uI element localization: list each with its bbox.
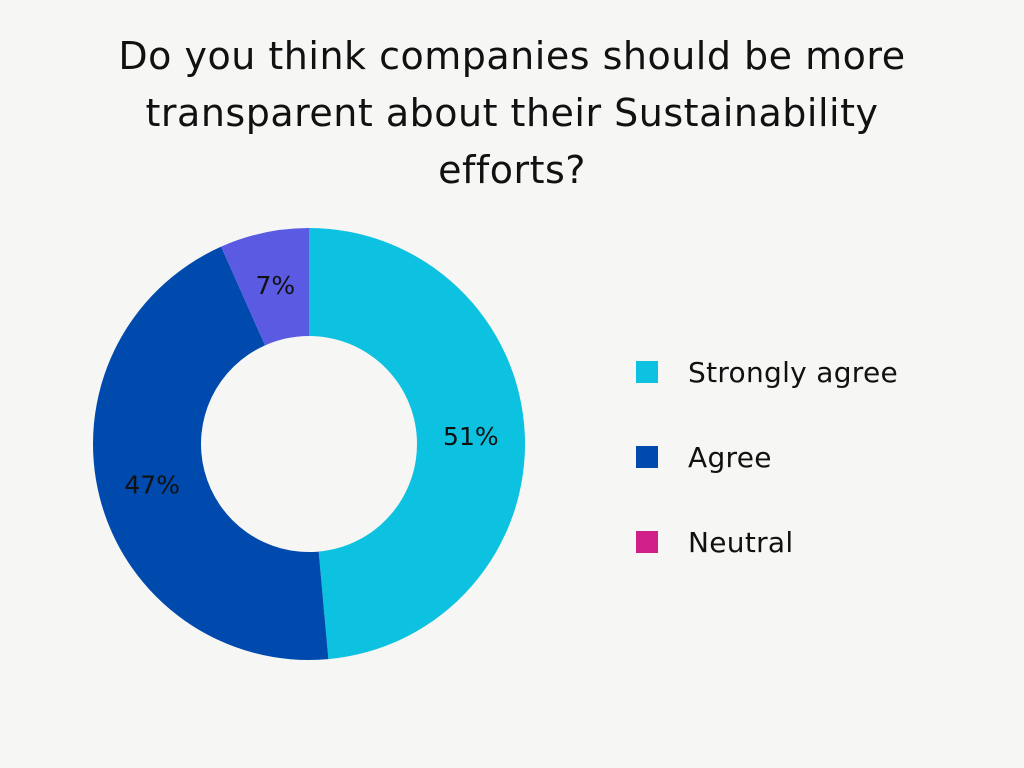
slice-label-strongly-agree: 51% [443, 422, 499, 451]
chart-title: Do you think companies should be more tr… [0, 28, 1024, 199]
legend-item-neutral: Neutral [636, 520, 898, 564]
legend-swatch [636, 531, 658, 553]
chart-title-line: Do you think companies should be more [118, 34, 906, 78]
slice-label-agree: 47% [124, 470, 180, 499]
chart-legend: Strongly agree Agree Neutral [636, 350, 898, 605]
donut-slice-neutral [221, 228, 309, 346]
donut-slice-strongly-agree [309, 228, 526, 660]
legend-item-strongly-agree: Strongly agree [636, 350, 898, 394]
slice-label-neutral: 7% [255, 271, 295, 300]
donut-slices [92, 228, 526, 660]
legend-label: Agree [688, 440, 772, 474]
donut-slice-agree [92, 246, 329, 660]
chart-title-line: transparent about their Sustainability [145, 91, 879, 135]
legend-label: Neutral [688, 525, 794, 559]
donut-labels: 51% 47% 7% [124, 271, 498, 499]
legend-swatch [636, 446, 658, 468]
legend-label: Strongly agree [688, 355, 899, 389]
chart-title-line: efforts? [438, 148, 586, 192]
legend-item-agree: Agree [636, 435, 898, 479]
legend-swatch [636, 361, 658, 383]
